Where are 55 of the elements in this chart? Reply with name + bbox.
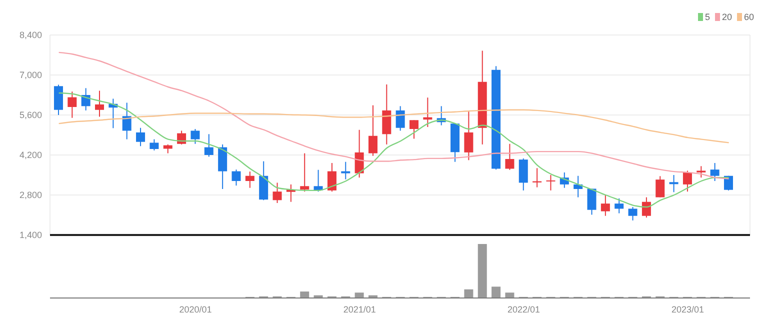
y-tick-label: 1,400 (19, 230, 42, 240)
candlestick (300, 152, 310, 192)
candlestick (232, 169, 241, 186)
legend-label: 60 (742, 12, 754, 22)
candlestick (710, 162, 720, 182)
bar (300, 292, 310, 298)
candlestick (136, 127, 146, 147)
legend-label: 20 (720, 12, 732, 22)
candlestick (628, 206, 638, 221)
bar (492, 286, 501, 298)
candlestick (245, 171, 254, 188)
candlestick (669, 174, 678, 193)
candlestick (600, 194, 610, 216)
candlestick (54, 84, 63, 116)
bar (478, 244, 487, 298)
x-tick-label: 2023/01 (672, 304, 704, 314)
candlestick (341, 161, 350, 180)
candlestick (327, 162, 336, 192)
x-tick-label: 2022/01 (507, 304, 540, 314)
candlestick (464, 111, 474, 161)
candlestick (382, 84, 392, 145)
y-tick-label: 5,600 (19, 110, 42, 120)
candlestick (368, 104, 378, 156)
candlestick (505, 143, 514, 170)
candlestick (410, 120, 418, 140)
y-tick-label: 2,800 (19, 190, 42, 200)
candlestick (68, 91, 77, 118)
candlestick (272, 182, 282, 204)
bar (354, 292, 364, 298)
candlestick (354, 129, 364, 178)
candlestick (204, 134, 214, 158)
candlestick (587, 188, 596, 216)
x-tick-label: 2020/01 (179, 304, 212, 314)
y-tick-label: 8,400 (19, 30, 42, 40)
candlestick (546, 174, 556, 191)
candlestick (259, 160, 268, 201)
legend-label: 5 (704, 12, 710, 22)
y-tick-label: 4,200 (19, 150, 42, 160)
candlestick (642, 196, 651, 218)
candlestick (218, 144, 228, 190)
candlestick (150, 138, 159, 151)
bar (505, 292, 514, 298)
line-series (58, 109, 730, 144)
candlestick (518, 158, 528, 191)
x-tick-label: 2021/01 (343, 304, 376, 314)
candlestick (656, 176, 665, 198)
candlestick (396, 106, 405, 132)
bar (464, 289, 474, 298)
candlestick (696, 166, 706, 178)
candlestick (614, 198, 624, 214)
candlestick (682, 170, 692, 192)
candlestick (122, 102, 132, 140)
candlestick (95, 90, 104, 118)
candlestick (190, 128, 200, 144)
y-tick-label: 7,000 (19, 70, 42, 80)
